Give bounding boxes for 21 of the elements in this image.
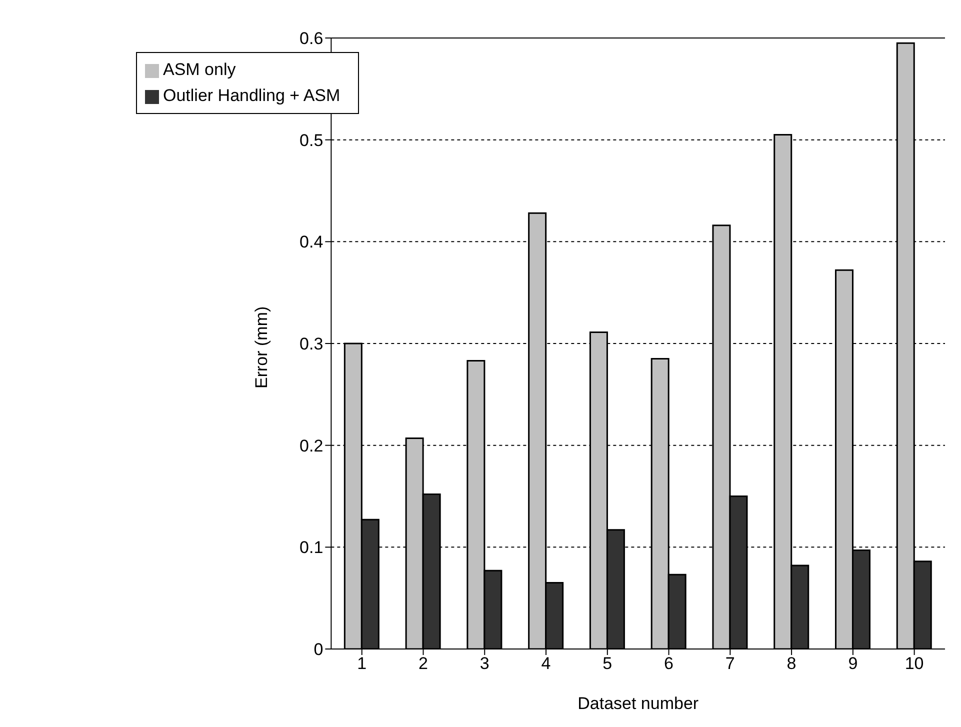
y-tick-label: 0 <box>314 640 324 660</box>
y-tick-label: 0.4 <box>300 232 324 252</box>
x-tick-label: 8 <box>786 654 796 674</box>
y-axis-title: Error (mm) <box>252 306 272 388</box>
x-axis-title: Dataset number <box>578 694 699 713</box>
legend-label: Outlier Handling + ASM <box>163 86 340 105</box>
y-tick-label: 0.3 <box>300 334 324 354</box>
y-tick-label: 0.2 <box>300 436 324 456</box>
y-tick-label: 0.1 <box>300 538 324 558</box>
x-tick-label: 2 <box>418 654 428 674</box>
x-tick-label: 10 <box>904 654 924 674</box>
x-tick-label: 3 <box>480 654 490 674</box>
x-tick-label: 4 <box>541 654 551 674</box>
x-tick-label: 6 <box>664 654 674 674</box>
x-tick-label: 1 <box>357 654 367 674</box>
x-tick-label: 5 <box>602 654 612 674</box>
x-tick-label: 9 <box>848 654 858 674</box>
y-tick-label: 0.5 <box>300 130 324 150</box>
y-tick-label: 0.6 <box>300 29 324 48</box>
legend-label: ASM only <box>163 60 236 79</box>
x-tick-label: 7 <box>725 654 735 674</box>
